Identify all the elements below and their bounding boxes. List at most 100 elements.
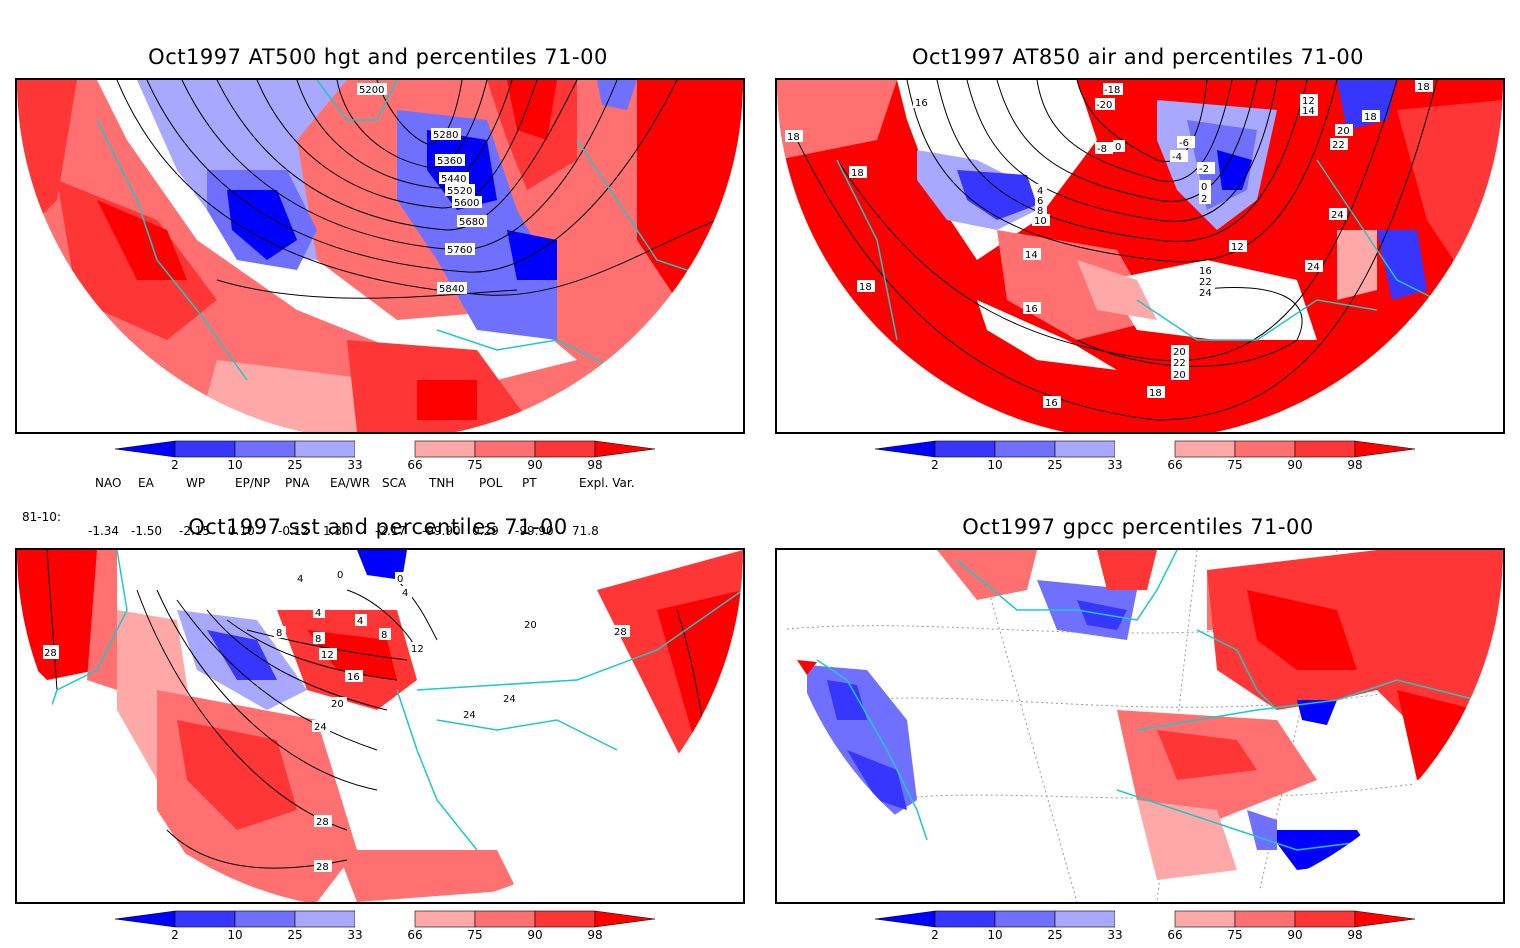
contour-label: 5520 <box>447 186 472 197</box>
contour-labels-sst: 28 4 0 0 4 4 4 8 8 8 12 12 16 20 24 24 2… <box>43 568 630 873</box>
index-header: Expl. Var. <box>579 476 635 490</box>
contour-label: 20 <box>331 699 344 710</box>
colorbar-tick-label: 33 <box>347 928 362 942</box>
colorbar-hgt500: 2 10 25 33 66 75 90 98 <box>115 440 655 472</box>
index-table: NAO EA WP EP/NP PNA EA/WR SCA TNH POL PT Expl. Var… <box>0 474 700 538</box>
shade-2-10 <box>207 630 277 680</box>
colorbar-segment <box>1174 910 1236 928</box>
colorbar-tick-label: 98 <box>587 458 602 472</box>
contour-label: 5760 <box>447 245 472 256</box>
index-value: 0.10 <box>228 524 255 538</box>
contour-label: 22 <box>1173 358 1186 369</box>
panel-title-hgt500: Oct1997 AT500 hgt and percentiles 71-00 <box>148 45 608 69</box>
index-header: PT <box>522 476 537 490</box>
index-value: -2.15 <box>179 524 211 538</box>
contour-label: 20 <box>1173 347 1186 358</box>
map-panel-hgt500: 5200 5280 5360 5440 5520 5600 5680 5760 … <box>15 78 745 434</box>
colorbar-tick-label: 10 <box>227 928 242 942</box>
colorbar-segment <box>1294 910 1356 928</box>
index-value: -0.12 <box>278 524 310 538</box>
contour-label: 2 <box>1201 194 1207 205</box>
colorbar-arrow-low <box>115 440 176 458</box>
contour-label: 5600 <box>454 198 479 209</box>
colorbar-gpcc: 2 10 25 33 66 75 90 98 <box>875 910 1415 942</box>
colorbar-segment <box>414 440 476 458</box>
contour-label: -20 <box>1096 100 1112 111</box>
contour-label: 12 <box>321 650 334 661</box>
shade-75-90 <box>937 550 1037 600</box>
shade-above-98 <box>797 660 817 675</box>
shade-90-98 <box>1157 730 1257 780</box>
colorbar-tick-label: 75 <box>1227 458 1242 472</box>
contour-label: 24 <box>503 694 516 705</box>
contour-label: 4 <box>402 588 408 599</box>
contour-label: 12 <box>411 644 424 655</box>
colorbar-segment <box>1234 440 1296 458</box>
colorbar-tick-label: 2 <box>931 458 939 472</box>
index-headers: NAO EA WP EP/NP PNA EA/WR SCA TNH POL PT Expl. Var… <box>0 476 700 492</box>
colorbar-tick-label: 25 <box>1047 928 1062 942</box>
contour-label: 12 <box>1231 242 1244 253</box>
shade-2-10 <box>827 680 867 720</box>
colorbar-tick-label: 75 <box>467 458 482 472</box>
index-row-label: 81-10: <box>22 510 61 524</box>
colorbar-segment <box>1054 910 1116 928</box>
colorbar-tick-label: 90 <box>527 458 542 472</box>
shade-above-98 <box>507 80 557 140</box>
colorbar-tick-label: 25 <box>287 928 302 942</box>
contour-label: 28 <box>316 862 329 873</box>
colorbar-tick-label: 10 <box>987 458 1002 472</box>
colorbar-tick-label: 2 <box>171 928 179 942</box>
contour-label: 18 <box>1364 112 1377 123</box>
index-header: SCA <box>382 476 407 490</box>
colorbar-tick-label: 66 <box>407 458 422 472</box>
contour-label: 0 <box>1115 142 1121 153</box>
colorbar-tick-label: 90 <box>527 928 542 942</box>
colorbar-segment <box>234 440 296 458</box>
contour-label: 4 <box>297 574 303 585</box>
colorbar-segment <box>1115 441 1175 457</box>
contour-label: 6 <box>1037 196 1043 207</box>
contour-label: -18 <box>1104 85 1120 96</box>
contour-label: 14 <box>1302 106 1315 117</box>
shade-90-98 <box>1097 550 1157 590</box>
contour-label: 16 <box>1199 266 1212 277</box>
colorbar-segment <box>934 910 996 928</box>
panel-title-air850: Oct1997 AT850 air and percentiles 71-00 <box>911 45 1365 69</box>
colorbar-arrow-high <box>594 910 655 928</box>
contour-label: 28 <box>44 648 57 659</box>
index-header: EP/NP <box>235 476 271 490</box>
colorbar-segment <box>294 440 356 458</box>
index-value: 1.30 <box>323 524 350 538</box>
contour-label: 0 <box>1201 182 1207 193</box>
colorbar-segment <box>474 440 536 458</box>
contour-label: 16 <box>915 98 928 109</box>
panel-title-sst: Oct1997 sst and percentiles 71-00 <box>188 515 568 539</box>
shade-below-2 <box>227 190 297 260</box>
index-values: 81-10: -1.34 -1.50 -2.15 0.10 -0.12 1.30 -2.17… <box>0 496 700 538</box>
colorbar-segment <box>474 910 536 928</box>
shade-below-2 <box>357 550 407 580</box>
contour-label: 28 <box>316 817 329 828</box>
contour-label: -8 <box>1097 144 1107 155</box>
colorbar-segment <box>174 910 236 928</box>
colorbar-segment <box>174 440 236 458</box>
contour-label: 24 <box>1199 288 1212 299</box>
contour-label: 22 <box>1199 277 1212 288</box>
coastlines <box>836 159 1438 341</box>
contour-label: 4 <box>315 608 321 619</box>
contours-air <box>796 80 1438 421</box>
colorbar-segment <box>994 910 1056 928</box>
shade-66-75 <box>1137 800 1237 880</box>
map-panel-gpcc <box>775 548 1505 904</box>
contour-label: 4 <box>1037 186 1043 197</box>
contour-label: 14 <box>1025 250 1038 261</box>
contour-label: 8 <box>1037 206 1043 217</box>
colorbar-tick-label: 33 <box>1107 928 1122 942</box>
shade-above-98 <box>417 380 477 420</box>
contour-label: 24 <box>314 722 327 733</box>
contour-label: -6 <box>1179 138 1189 149</box>
contour-label: 4 <box>357 616 363 627</box>
contour-label: 18 <box>1417 82 1430 93</box>
index-value: 0.29 <box>472 524 499 538</box>
